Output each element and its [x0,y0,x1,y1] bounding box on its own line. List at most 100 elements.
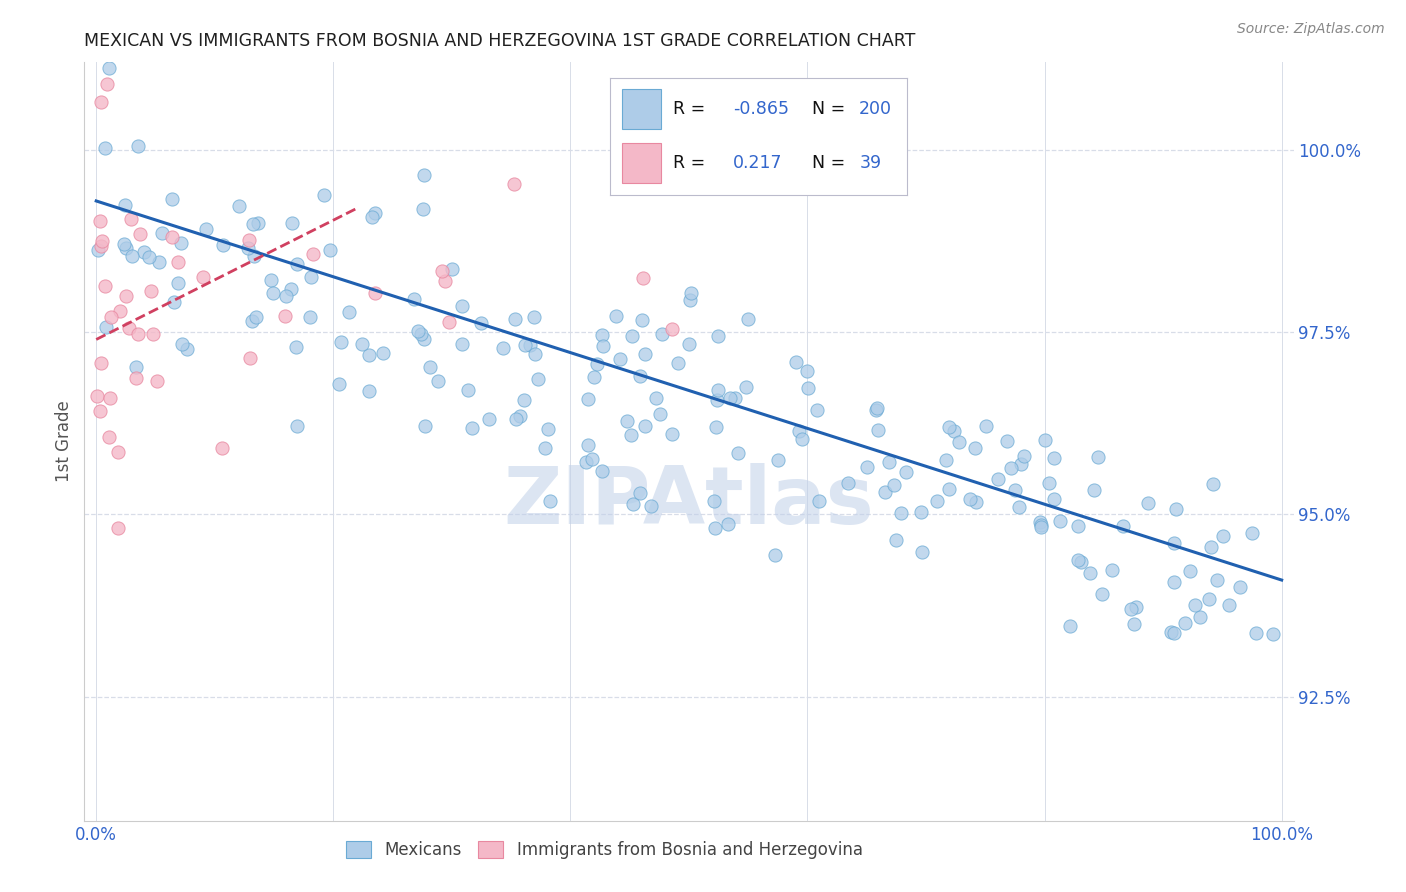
Point [727,446,749,460]
Point [581,451,603,466]
Point [538,494,561,508]
Point [884,533,907,547]
Point [107,520,129,534]
Point [404,292,426,306]
Point [609,352,631,367]
Point [412,202,434,216]
Point [89,214,111,228]
Point [592,339,614,353]
Point [1212,529,1234,543]
Point [243,249,266,263]
Point [285,419,308,434]
Point [1083,483,1105,498]
Point [1029,520,1052,534]
Point [433,273,456,287]
Point [1087,450,1109,464]
Point [162,230,184,244]
Point [1174,616,1197,631]
Point [591,328,613,343]
Point [412,168,434,182]
Point [576,438,599,452]
Point [134,244,156,259]
Point [1078,566,1101,580]
Point [678,336,700,351]
Point [238,233,260,247]
Point [679,293,702,308]
Point [150,226,173,240]
Point [866,423,889,437]
Point [1189,610,1212,624]
Point [1198,592,1220,607]
Point [1059,619,1081,633]
Point [645,391,668,405]
Point [114,241,136,255]
Point [138,250,160,264]
Point [406,324,429,338]
Point [717,516,740,531]
Point [359,348,381,362]
Point [806,402,828,417]
Point [630,486,652,500]
Point [461,421,484,435]
Point [1241,526,1264,541]
Point [621,497,644,511]
Point [621,329,644,343]
Point [426,375,449,389]
Point [93,141,115,155]
Point [787,425,810,439]
Point [285,257,308,271]
Point [419,359,441,374]
Point [651,327,673,342]
Point [98,391,121,405]
Point [478,412,501,426]
Point [634,419,657,434]
Point [319,243,342,257]
Point [97,430,120,444]
Text: Source: ZipAtlas.com: Source: ZipAtlas.com [1237,22,1385,37]
Point [242,217,264,231]
Point [513,392,536,407]
Point [807,494,830,508]
Point [1178,564,1201,578]
Point [1033,434,1056,448]
Point [1163,625,1185,640]
Point [350,337,373,351]
Point [866,401,889,416]
Point [620,427,643,442]
Point [1202,477,1225,491]
Point [681,286,703,301]
Point [1067,519,1090,533]
Point [170,337,193,351]
Point [86,389,108,403]
Point [100,310,122,325]
Point [262,285,284,300]
Point [194,222,217,236]
Point [125,371,148,385]
Text: MEXICAN VS IMMIGRANTS FROM BOSNIA AND HERZEGOVINA 1ST GRADE CORRELATION CHART: MEXICAN VS IMMIGRANTS FROM BOSNIA AND HE… [84,32,915,50]
Point [1119,602,1142,616]
Point [314,188,336,202]
Point [766,453,789,467]
Point [1229,580,1251,594]
Point [89,403,111,417]
Point [451,299,474,313]
Point [191,270,214,285]
Point [965,495,987,509]
Point [1010,457,1032,471]
Point [974,419,997,434]
Point [240,314,263,328]
Point [1029,515,1052,529]
Point [796,364,818,378]
Point [328,377,350,392]
Point [337,305,360,319]
Point [1261,627,1284,641]
Point [720,392,742,406]
Point [661,427,683,442]
Point [1123,617,1146,632]
Point [1112,519,1135,533]
Point [706,392,728,407]
Point [910,505,932,519]
Point [470,316,492,330]
Point [281,216,304,230]
Point [329,335,352,350]
